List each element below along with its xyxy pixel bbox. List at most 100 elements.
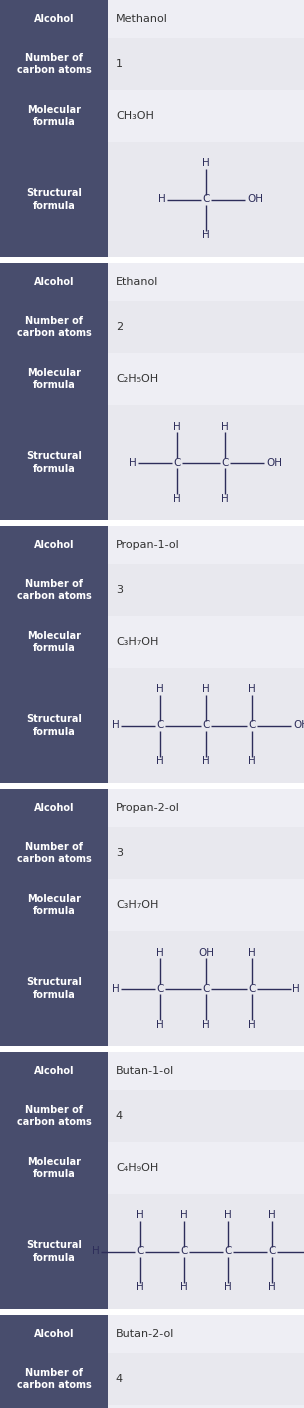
- Text: H: H: [202, 231, 210, 241]
- Bar: [0, 142, 108, 258]
- Text: 3: 3: [116, 584, 123, 596]
- Text: H: H: [221, 421, 229, 431]
- Bar: [108, 1142, 304, 1194]
- Text: H: H: [173, 421, 181, 431]
- Text: Propan-2-ol: Propan-2-ol: [116, 803, 180, 812]
- Bar: [108, 527, 304, 565]
- Bar: [108, 617, 304, 667]
- Text: Alcohol: Alcohol: [34, 1329, 74, 1339]
- Text: Alcohol: Alcohol: [34, 14, 74, 24]
- Bar: [108, 1090, 304, 1142]
- Text: Structural
formula: Structural formula: [26, 977, 82, 1000]
- Text: C: C: [221, 458, 229, 467]
- Bar: [108, 879, 304, 931]
- Bar: [0, 38, 108, 90]
- Bar: [0, 879, 108, 931]
- Bar: [108, 667, 304, 783]
- Text: OH: OH: [198, 948, 214, 957]
- Text: Number of
carbon atoms: Number of carbon atoms: [17, 842, 91, 865]
- Text: C: C: [248, 721, 256, 731]
- Bar: [0, 667, 108, 783]
- Text: Molecular
formula: Molecular formula: [27, 631, 81, 653]
- Bar: [0, 353, 108, 406]
- Text: H: H: [221, 493, 229, 504]
- Text: 1: 1: [116, 59, 123, 69]
- Bar: [0, 406, 108, 520]
- Text: Structural
formula: Structural formula: [26, 1240, 82, 1263]
- Bar: [108, 353, 304, 406]
- Bar: [108, 0, 304, 38]
- Text: Structural
formula: Structural formula: [26, 451, 82, 474]
- Bar: [108, 406, 304, 520]
- Text: H: H: [202, 756, 210, 766]
- Text: Molecular
formula: Molecular formula: [27, 894, 81, 917]
- Bar: [0, 1046, 304, 1052]
- Text: H: H: [224, 1211, 232, 1221]
- Bar: [108, 1194, 304, 1309]
- Bar: [108, 788, 304, 826]
- Text: Methanol: Methanol: [116, 14, 168, 24]
- Text: C: C: [202, 194, 210, 204]
- Text: H: H: [224, 1283, 232, 1293]
- Text: C₃H₇OH: C₃H₇OH: [116, 636, 158, 648]
- Bar: [0, 1315, 108, 1353]
- Text: Propan-1-ol: Propan-1-ol: [116, 541, 180, 551]
- Bar: [108, 263, 304, 301]
- Text: Structural
formula: Structural formula: [26, 714, 82, 736]
- Bar: [0, 1052, 108, 1090]
- Text: C₂H₅OH: C₂H₅OH: [116, 375, 158, 384]
- Text: H: H: [129, 458, 137, 467]
- Bar: [0, 783, 304, 788]
- Text: C₃H₇OH: C₃H₇OH: [116, 900, 158, 910]
- Text: H: H: [248, 684, 256, 694]
- Text: H: H: [156, 756, 164, 766]
- Bar: [108, 1405, 304, 1408]
- Text: H: H: [202, 1019, 210, 1029]
- Text: H: H: [156, 948, 164, 957]
- Text: C₄H₉OH: C₄H₉OH: [116, 1163, 158, 1173]
- Bar: [0, 826, 108, 879]
- Bar: [0, 1405, 108, 1408]
- Bar: [0, 931, 108, 1046]
- Text: C: C: [202, 721, 210, 731]
- Text: Number of
carbon atoms: Number of carbon atoms: [17, 1105, 91, 1128]
- Text: H: H: [202, 684, 210, 694]
- Text: H: H: [180, 1283, 188, 1293]
- Text: C: C: [156, 721, 164, 731]
- Text: H: H: [156, 1019, 164, 1029]
- Bar: [0, 1142, 108, 1194]
- Text: H: H: [268, 1211, 276, 1221]
- Text: C: C: [136, 1246, 144, 1256]
- Text: Butan-1-ol: Butan-1-ol: [116, 1066, 174, 1076]
- Text: Ethanol: Ethanol: [116, 277, 158, 287]
- Bar: [0, 0, 108, 38]
- Text: 4: 4: [116, 1111, 123, 1121]
- Bar: [0, 263, 108, 301]
- Text: H: H: [180, 1211, 188, 1221]
- Bar: [108, 826, 304, 879]
- Text: Structural
formula: Structural formula: [26, 189, 82, 211]
- Text: H: H: [248, 1019, 256, 1029]
- Bar: [108, 1052, 304, 1090]
- Bar: [0, 527, 108, 565]
- Text: Molecular
formula: Molecular formula: [27, 1156, 81, 1180]
- Bar: [0, 90, 108, 142]
- Bar: [0, 1309, 304, 1315]
- Text: CH₃OH: CH₃OH: [116, 111, 154, 121]
- Text: OH: OH: [293, 721, 304, 731]
- Text: C: C: [173, 458, 181, 467]
- Text: Alcohol: Alcohol: [34, 277, 74, 287]
- Text: 4: 4: [116, 1374, 123, 1384]
- Text: H: H: [92, 1246, 100, 1256]
- Bar: [108, 38, 304, 90]
- Text: Alcohol: Alcohol: [34, 803, 74, 812]
- Text: C: C: [268, 1246, 276, 1256]
- Text: H: H: [268, 1283, 276, 1293]
- Text: C: C: [180, 1246, 188, 1256]
- Text: H: H: [156, 684, 164, 694]
- Text: H: H: [158, 194, 166, 204]
- Text: 3: 3: [116, 848, 123, 857]
- Text: OH: OH: [266, 458, 282, 467]
- Bar: [0, 1090, 108, 1142]
- Text: Molecular
formula: Molecular formula: [27, 367, 81, 390]
